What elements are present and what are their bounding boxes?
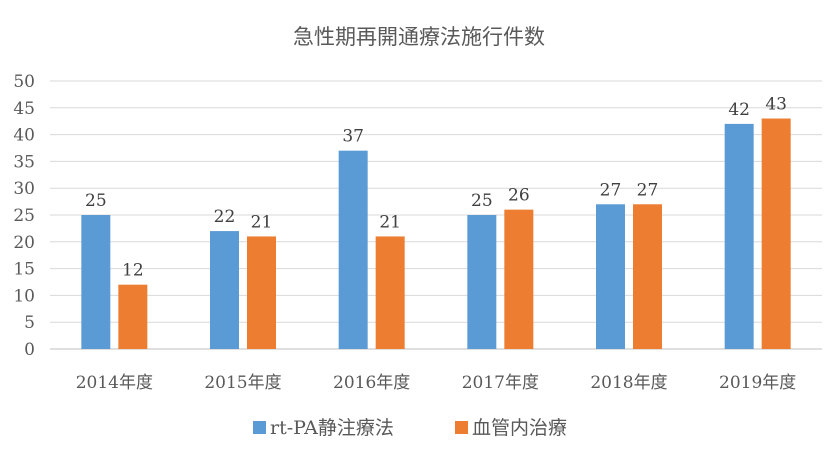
x-axis: 2014年度 2015年度 2016年度 2017年度 2018年度 2019年度 bbox=[76, 373, 797, 393]
x-tick-label: 2017年度 bbox=[462, 373, 539, 393]
x-tick-label: 2016年度 bbox=[333, 373, 410, 393]
y-tick-label: 35 bbox=[13, 152, 35, 172]
data-label: 42 bbox=[728, 100, 750, 120]
legend-swatch-endovascular bbox=[455, 421, 468, 434]
data-label: 25 bbox=[85, 191, 107, 211]
y-tick-label: 40 bbox=[13, 126, 35, 146]
legend-label-endovascular: 血管内治療 bbox=[472, 417, 567, 439]
x-tick-label: 2019年度 bbox=[719, 373, 796, 393]
bar-rtpa bbox=[467, 215, 497, 349]
bar-rtpa bbox=[338, 150, 368, 349]
y-tick-label: 30 bbox=[13, 179, 35, 199]
bar-endovascular bbox=[633, 204, 662, 349]
bar-endovascular bbox=[504, 209, 534, 349]
y-tick-label: 10 bbox=[13, 286, 35, 306]
y-tick-label: 45 bbox=[13, 99, 35, 119]
data-label: 27 bbox=[600, 180, 622, 200]
bar-rtpa bbox=[596, 204, 625, 349]
bar-endovascular bbox=[118, 284, 148, 349]
data-label: 26 bbox=[508, 186, 530, 206]
legend-swatch-rtpa bbox=[253, 421, 266, 434]
x-tick-label: 2014年度 bbox=[76, 373, 153, 393]
bar-rtpa bbox=[724, 123, 754, 349]
bar-endovascular bbox=[247, 236, 276, 349]
y-tick-label: 50 bbox=[13, 72, 35, 92]
legend-label-rtpa: rt-PA静注療法 bbox=[270, 417, 394, 439]
x-tick-label: 2018年度 bbox=[590, 373, 667, 393]
y-tick-label: 20 bbox=[13, 233, 35, 253]
data-label: 37 bbox=[342, 127, 364, 147]
y-tick-label: 25 bbox=[13, 206, 35, 226]
x-tick-label: 2015年度 bbox=[204, 373, 281, 393]
bar-rtpa bbox=[210, 231, 239, 349]
y-tick-label: 0 bbox=[24, 340, 35, 360]
data-label: 21 bbox=[379, 212, 401, 232]
y-axis: 0 5 10 15 20 25 30 35 40 45 50 bbox=[13, 72, 35, 360]
y-tick-label: 15 bbox=[13, 260, 35, 280]
bars bbox=[81, 118, 791, 350]
bar-endovascular bbox=[761, 118, 791, 350]
data-label: 25 bbox=[471, 191, 493, 211]
data-label: 21 bbox=[251, 212, 273, 232]
gridlines bbox=[50, 80, 822, 350]
legend: rt-PA静注療法 血管内治療 bbox=[253, 417, 567, 439]
y-tick-label: 5 bbox=[24, 313, 35, 333]
bar-endovascular bbox=[375, 236, 405, 349]
bar-rtpa bbox=[81, 215, 111, 349]
data-label: 27 bbox=[637, 180, 659, 200]
data-label: 43 bbox=[765, 95, 787, 115]
chart-title: 急性期再開通療法施行件数 bbox=[293, 25, 545, 49]
data-labels: 25 12 22 21 37 21 25 26 27 27 42 43 bbox=[85, 95, 787, 281]
data-label: 22 bbox=[214, 207, 236, 227]
data-label: 12 bbox=[122, 261, 144, 281]
